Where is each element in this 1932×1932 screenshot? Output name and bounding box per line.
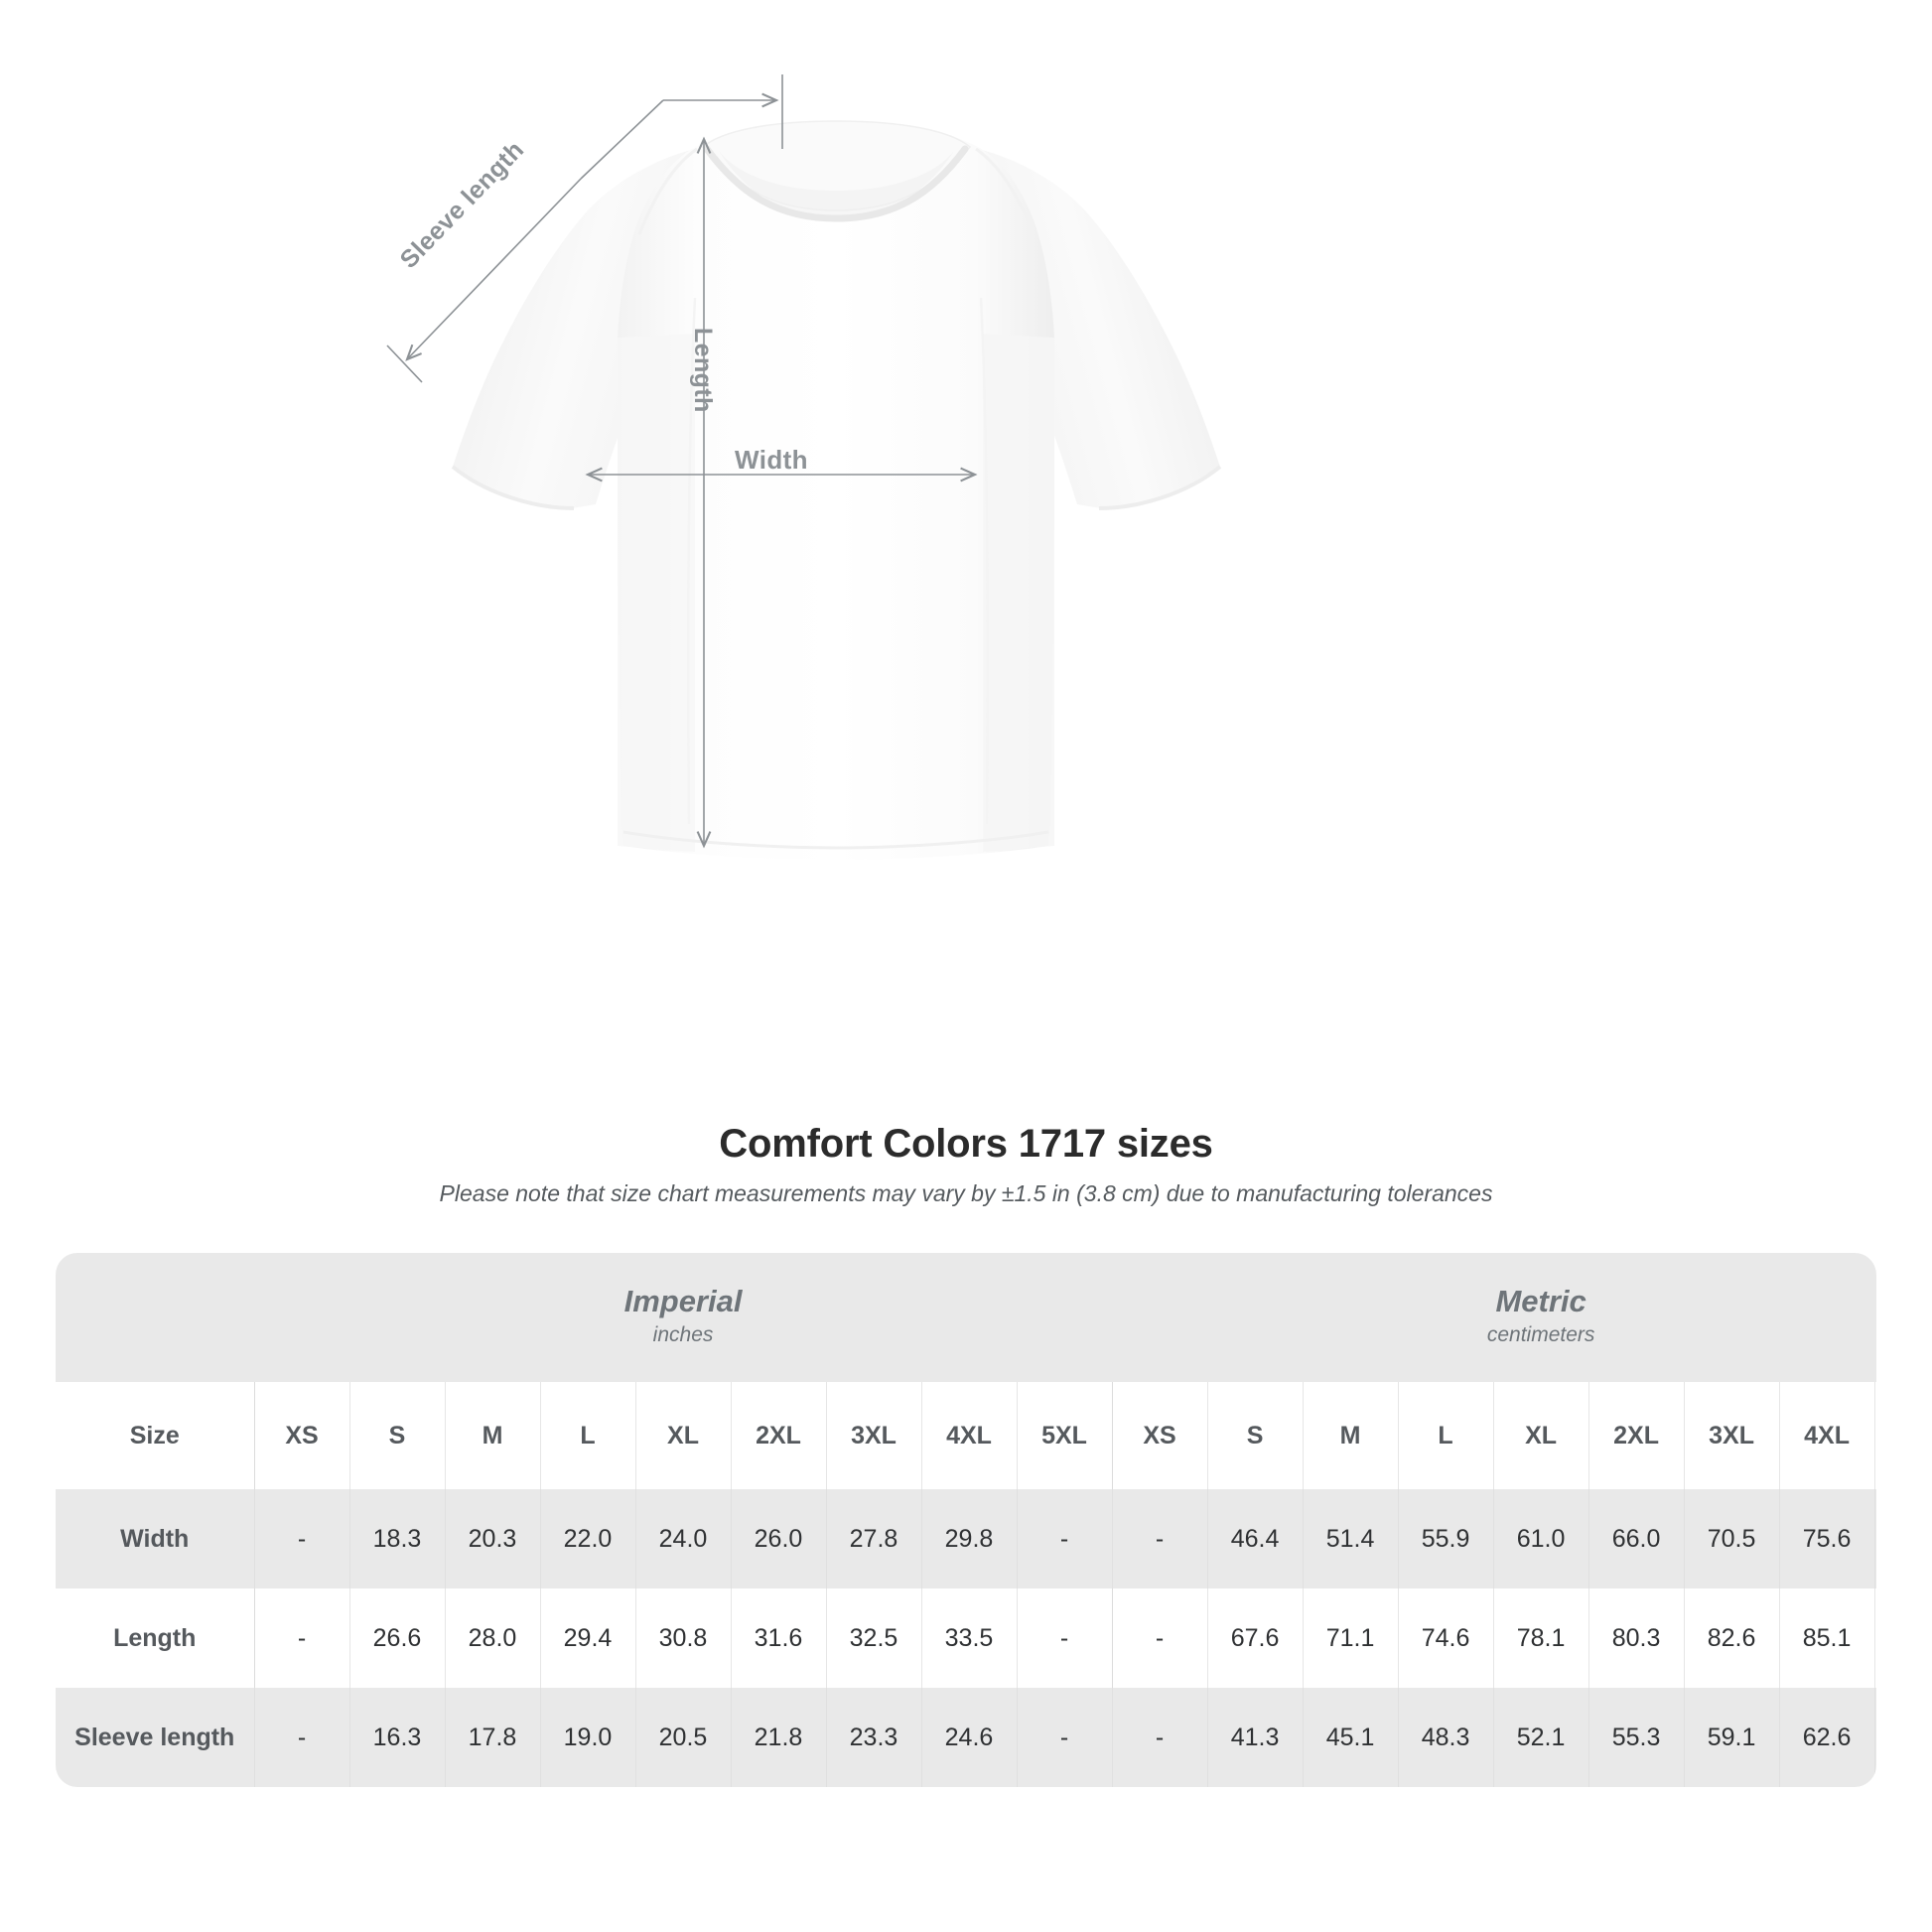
cell-length-imp-l: 29.4 xyxy=(539,1588,635,1688)
cell-sleeve-met-5xl: - xyxy=(1873,1688,1876,1787)
cell-length-met-3xl: 82.6 xyxy=(1683,1588,1780,1688)
cell-length-met-l: 74.6 xyxy=(1397,1588,1494,1688)
size-header-met-l: L xyxy=(1397,1382,1494,1489)
cell-length-imp-2xl: 31.6 xyxy=(730,1588,826,1688)
cell-width-met-xs: - xyxy=(1111,1489,1208,1588)
cell-width-imp-l: 22.0 xyxy=(539,1489,635,1588)
cell-length-imp-5xl: - xyxy=(1016,1588,1113,1688)
table-row: Sleeve length - 16.3 17.8 19.0 20.5 21.8… xyxy=(56,1688,1876,1787)
row-label-width: Width xyxy=(56,1489,254,1588)
table-row: Width - 18.3 20.3 22.0 24.0 26.0 27.8 29… xyxy=(56,1489,1876,1588)
row-label-length: Length xyxy=(56,1588,254,1688)
size-header-met-2xl: 2XL xyxy=(1587,1382,1685,1489)
row-label-sleeve-length: Sleeve length xyxy=(56,1688,254,1787)
length-label: Length xyxy=(689,328,717,413)
cell-sleeve-imp-m: 17.8 xyxy=(444,1688,540,1787)
cell-length-imp-4xl: 33.5 xyxy=(920,1588,1017,1688)
cell-width-met-5xl: - xyxy=(1873,1489,1876,1588)
size-header-row: Size XS S M L XL 2XL 3XL 4XL 5XL XS S M … xyxy=(56,1382,1876,1489)
size-header-imp-2xl: 2XL xyxy=(730,1382,826,1489)
size-header-met-3xl: 3XL xyxy=(1683,1382,1780,1489)
cell-sleeve-met-3xl: 59.1 xyxy=(1683,1688,1780,1787)
cell-sleeve-imp-3xl: 23.3 xyxy=(825,1688,921,1787)
size-header-met-xs: XS xyxy=(1111,1382,1208,1489)
sleeve-length-guide xyxy=(386,74,783,383)
tolerance-note: Please note that size chart measurements… xyxy=(439,1180,1493,1206)
cell-width-met-xl: 61.0 xyxy=(1492,1489,1589,1588)
cell-sleeve-imp-s: 16.3 xyxy=(348,1688,445,1787)
cell-width-imp-xs: - xyxy=(253,1489,349,1588)
cell-width-met-m: 51.4 xyxy=(1302,1489,1399,1588)
page-title: Comfort Colors 1717 sizes xyxy=(719,1122,1213,1166)
size-header-imp-3xl: 3XL xyxy=(825,1382,921,1489)
unit-metric-cell: Metric centimeters xyxy=(1112,1253,1876,1382)
size-header-imp-xs: XS xyxy=(253,1382,349,1489)
cell-sleeve-imp-xs: - xyxy=(253,1688,349,1787)
cell-sleeve-met-m: 45.1 xyxy=(1302,1688,1399,1787)
unit-metric-name: Metric xyxy=(1495,1284,1587,1319)
cell-width-met-s: 46.4 xyxy=(1206,1489,1304,1588)
size-header-imp-5xl: 5XL xyxy=(1016,1382,1113,1489)
size-header-imp-l: L xyxy=(539,1382,635,1489)
cell-width-met-2xl: 66.0 xyxy=(1587,1489,1685,1588)
cell-sleeve-imp-4xl: 24.6 xyxy=(920,1688,1017,1787)
unit-imperial-name: Imperial xyxy=(623,1284,743,1319)
cell-length-met-xl: 78.1 xyxy=(1492,1588,1589,1688)
cell-width-imp-3xl: 27.8 xyxy=(825,1489,921,1588)
size-chart-table-wrap: Imperial inches Metric centimeters Size … xyxy=(56,1253,1876,1787)
cell-length-imp-s: 26.6 xyxy=(348,1588,445,1688)
cell-width-imp-s: 18.3 xyxy=(348,1489,445,1588)
cell-length-met-m: 71.1 xyxy=(1302,1588,1399,1688)
tshirt-diagram: Sleeve length Length Width xyxy=(386,74,1222,860)
unit-band-row: Imperial inches Metric centimeters xyxy=(56,1253,1876,1382)
cell-width-met-l: 55.9 xyxy=(1397,1489,1494,1588)
cell-width-imp-5xl: - xyxy=(1016,1489,1113,1588)
cell-sleeve-met-2xl: 55.3 xyxy=(1587,1688,1685,1787)
unit-band-spacer xyxy=(56,1253,254,1382)
size-header-met-s: S xyxy=(1206,1382,1304,1489)
tshirt-shape xyxy=(451,120,1222,860)
size-header-label: Size xyxy=(56,1382,254,1489)
cell-length-imp-3xl: 32.5 xyxy=(825,1588,921,1688)
cell-length-met-s: 67.6 xyxy=(1206,1588,1304,1688)
cell-sleeve-imp-xl: 20.5 xyxy=(634,1688,731,1787)
title-block: Comfort Colors 1717 sizes Please note th… xyxy=(0,1122,1932,1207)
cell-length-met-xs: - xyxy=(1111,1588,1208,1688)
size-header-met-4xl: 4XL xyxy=(1778,1382,1875,1489)
cell-width-imp-xl: 24.0 xyxy=(634,1489,731,1588)
cell-sleeve-imp-2xl: 21.8 xyxy=(730,1688,826,1787)
size-chart-table: Imperial inches Metric centimeters Size … xyxy=(56,1253,1876,1787)
size-header-imp-4xl: 4XL xyxy=(920,1382,1017,1489)
size-header-met-5xl: 5XL xyxy=(1873,1382,1876,1489)
cell-sleeve-met-xs: - xyxy=(1111,1688,1208,1787)
cell-length-imp-m: 28.0 xyxy=(444,1588,540,1688)
width-label: Width xyxy=(735,445,808,475)
tshirt-illustration xyxy=(386,74,1222,860)
cell-length-met-2xl: 80.3 xyxy=(1587,1588,1685,1688)
cell-width-imp-m: 20.3 xyxy=(444,1489,540,1588)
unit-metric-sub: centimeters xyxy=(1486,1323,1595,1347)
size-header-imp-s: S xyxy=(348,1382,445,1489)
cell-length-met-5xl: - xyxy=(1873,1588,1876,1688)
size-header-imp-m: M xyxy=(444,1382,540,1489)
size-header-imp-xl: XL xyxy=(634,1382,731,1489)
unit-imperial-sub: inches xyxy=(652,1323,714,1347)
cell-length-imp-xl: 30.8 xyxy=(634,1588,731,1688)
cell-width-met-3xl: 70.5 xyxy=(1683,1489,1780,1588)
cell-sleeve-met-s: 41.3 xyxy=(1206,1688,1304,1787)
cell-sleeve-imp-l: 19.0 xyxy=(539,1688,635,1787)
cell-length-met-4xl: 85.1 xyxy=(1778,1588,1875,1688)
cell-width-imp-2xl: 26.0 xyxy=(730,1489,826,1588)
cell-sleeve-met-4xl: 62.6 xyxy=(1778,1688,1875,1787)
size-header-met-xl: XL xyxy=(1492,1382,1589,1489)
table-row: Length - 26.6 28.0 29.4 30.8 31.6 32.5 3… xyxy=(56,1588,1876,1688)
unit-imperial-cell: Imperial inches xyxy=(254,1253,1113,1382)
cell-width-imp-4xl: 29.8 xyxy=(920,1489,1017,1588)
cell-length-imp-xs: - xyxy=(253,1588,349,1688)
size-header-met-m: M xyxy=(1302,1382,1399,1489)
cell-sleeve-met-xl: 52.1 xyxy=(1492,1688,1589,1787)
cell-sleeve-imp-5xl: - xyxy=(1016,1688,1113,1787)
cell-width-met-4xl: 75.6 xyxy=(1778,1489,1875,1588)
cell-sleeve-met-l: 48.3 xyxy=(1397,1688,1494,1787)
